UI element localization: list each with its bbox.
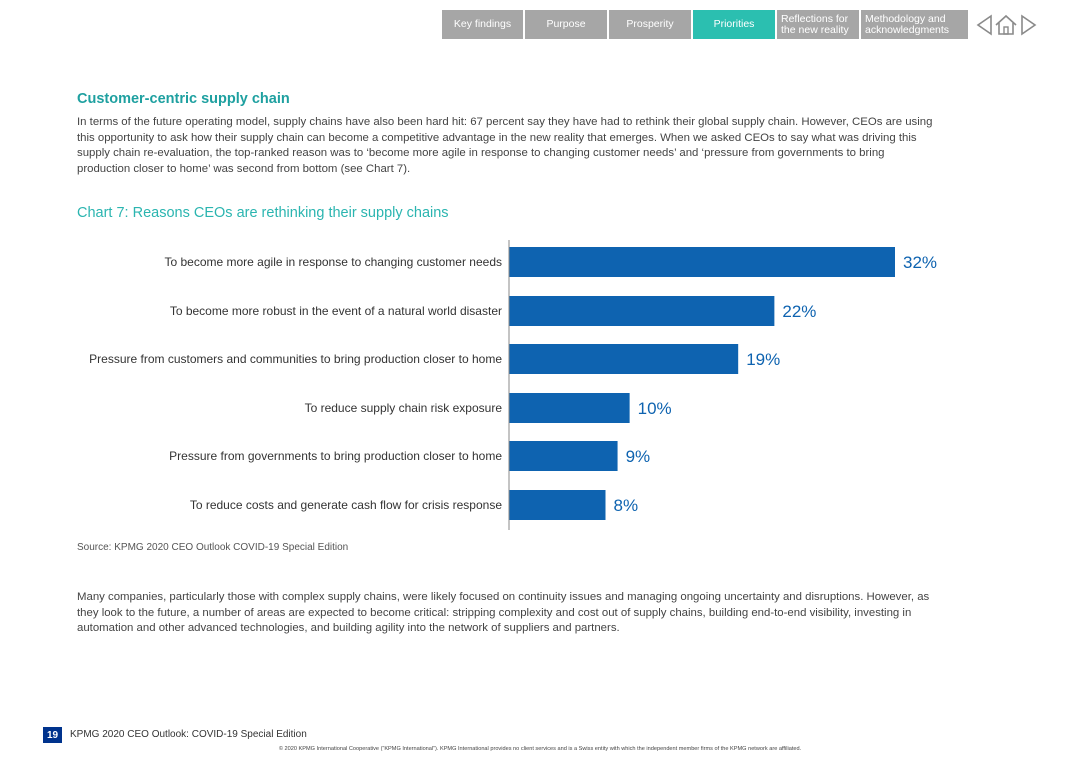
bar — [509, 344, 739, 374]
section-heading: Customer-centric supply chain — [77, 91, 290, 107]
tab-priorities[interactable]: Priorities — [693, 10, 775, 39]
category-label: Pressure from governments to bring produ… — [169, 449, 502, 463]
bar — [509, 247, 895, 277]
bar — [509, 490, 606, 520]
value-label: 10% — [638, 399, 672, 418]
page-number-badge: 19 — [43, 727, 62, 743]
value-label: 32% — [903, 253, 937, 272]
tab-key-findings[interactable]: Key findings — [442, 10, 523, 39]
footer-title: KPMG 2020 CEO Outlook: COVID-19 Special … — [70, 729, 307, 740]
category-label: To reduce supply chain risk exposure — [305, 401, 503, 415]
page-navigation-icons — [976, 14, 1037, 36]
closing-paragraph: Many companies, particularly those with … — [77, 591, 930, 634]
value-label: 8% — [614, 496, 639, 515]
home-icon[interactable] — [995, 14, 1017, 35]
next-page-icon[interactable] — [1021, 14, 1037, 36]
top-navigation: Key findings Purpose Prosperity Prioriti… — [442, 10, 968, 39]
bar — [509, 393, 630, 423]
intro-paragraph: In terms of the future operating model, … — [77, 116, 933, 175]
bar-chart: To become more agile in response to chan… — [89, 240, 937, 530]
bar — [509, 441, 618, 471]
previous-page-icon[interactable] — [976, 14, 992, 36]
category-label: To become more agile in response to chan… — [164, 255, 502, 269]
category-label: To reduce costs and generate cash flow f… — [190, 498, 502, 512]
bar — [509, 296, 775, 326]
category-label: Pressure from customers and communities … — [89, 352, 502, 366]
value-label: 9% — [626, 447, 651, 466]
chart-title: Chart 7: Reasons CEOs are rethinking the… — [77, 205, 449, 221]
copyright-notice: © 2020 KPMG International Cooperative (“… — [278, 746, 802, 752]
tab-reflections[interactable]: Reflections for the new reality — [777, 10, 859, 39]
tab-prosperity[interactable]: Prosperity — [609, 10, 691, 39]
value-label: 19% — [746, 350, 780, 369]
chart-source-note: Source: KPMG 2020 CEO Outlook COVID-19 S… — [77, 542, 349, 553]
tab-methodology[interactable]: Methodology and acknowledgments — [861, 10, 968, 39]
tab-purpose[interactable]: Purpose — [525, 10, 607, 39]
value-label: 22% — [782, 302, 816, 321]
category-label: To become more robust in the event of a … — [170, 304, 502, 318]
